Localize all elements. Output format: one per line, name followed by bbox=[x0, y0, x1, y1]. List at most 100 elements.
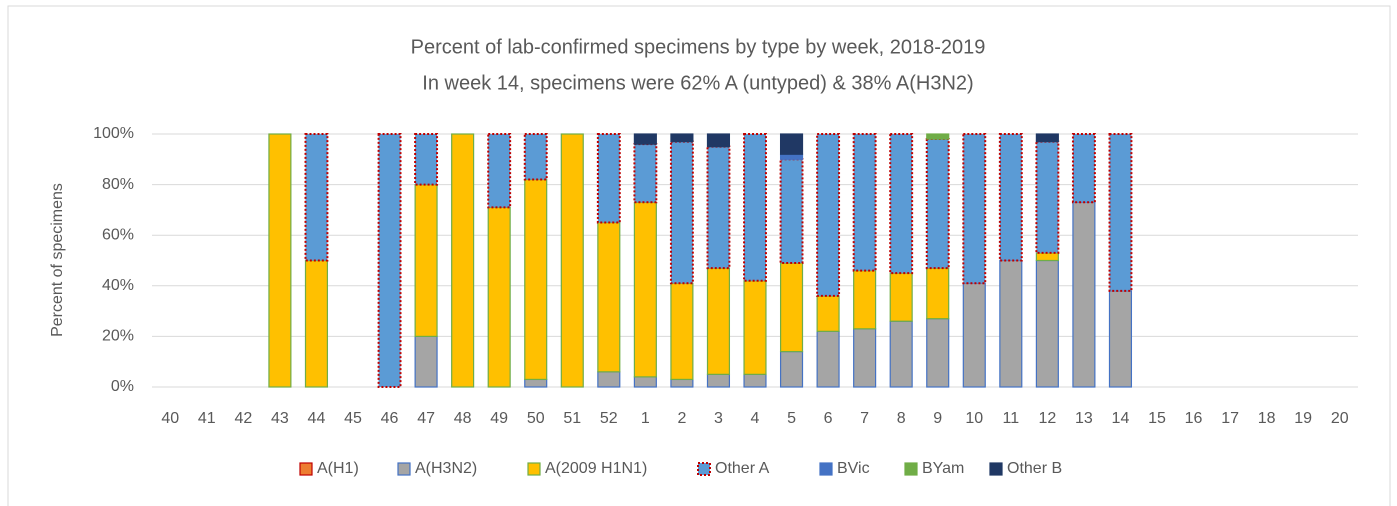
bar-segment bbox=[304, 133, 329, 262]
bar-segment bbox=[926, 133, 950, 140]
bar-segment bbox=[926, 267, 950, 320]
legend-marker bbox=[299, 462, 313, 476]
bar-segment bbox=[1035, 252, 1059, 262]
bar-segment bbox=[779, 158, 804, 265]
x-tick-label: 44 bbox=[308, 410, 326, 427]
x-tick-label: 3 bbox=[714, 410, 723, 427]
x-tick-label: 47 bbox=[417, 410, 435, 427]
bar-segment bbox=[853, 270, 877, 330]
x-tick-label: 40 bbox=[161, 410, 179, 427]
bar-segment bbox=[706, 145, 731, 270]
x-tick-label: 46 bbox=[381, 410, 399, 427]
bar-segment bbox=[633, 201, 657, 378]
bar-segment bbox=[816, 330, 840, 388]
x-tick-label: 43 bbox=[271, 410, 289, 427]
chart-subtitle: In week 14, specimens were 62% A (untype… bbox=[422, 72, 973, 94]
y-tick-label: 0% bbox=[111, 378, 134, 395]
bar-segment bbox=[925, 138, 950, 270]
x-tick-label: 45 bbox=[344, 410, 362, 427]
legend-label: Other B bbox=[1007, 460, 1062, 477]
x-tick-label: 10 bbox=[965, 410, 983, 427]
bar-segment bbox=[596, 133, 621, 224]
chart-frame bbox=[7, 5, 1391, 506]
bar-segment bbox=[1072, 201, 1096, 388]
bar-segment bbox=[816, 133, 841, 297]
bar-segment bbox=[670, 282, 694, 381]
bar-segment bbox=[743, 373, 767, 388]
x-tick-label: 52 bbox=[600, 410, 618, 427]
bar-segment bbox=[962, 282, 986, 388]
x-tick-label: 4 bbox=[751, 410, 760, 427]
bar-segment bbox=[743, 133, 767, 282]
bar-segment bbox=[669, 140, 694, 285]
x-tick-label: 19 bbox=[1294, 410, 1312, 427]
bar-segment bbox=[1071, 133, 1096, 204]
bar-segment bbox=[926, 318, 950, 388]
x-tick-label: 14 bbox=[1112, 410, 1130, 427]
legend-marker bbox=[697, 462, 711, 476]
bar-segment bbox=[670, 133, 694, 143]
bar-segment bbox=[1035, 140, 1060, 254]
bar-segment bbox=[706, 133, 731, 148]
y-tick-label: 20% bbox=[102, 328, 134, 345]
x-tick-label: 42 bbox=[234, 410, 252, 427]
bar-segment bbox=[706, 373, 731, 388]
chart-title: Percent of lab-confirmed specimens by ty… bbox=[411, 36, 986, 58]
x-tick-label: 50 bbox=[527, 410, 545, 427]
legend-label: A(H1) bbox=[317, 460, 359, 477]
bar-segment bbox=[889, 133, 914, 275]
x-tick-label: 18 bbox=[1258, 410, 1276, 427]
x-tick-label: 16 bbox=[1185, 410, 1203, 427]
bar-segment bbox=[670, 378, 694, 388]
bar-segment bbox=[816, 295, 840, 332]
legend-marker bbox=[819, 462, 833, 476]
y-tick-label: 80% bbox=[102, 176, 134, 193]
bar-segment bbox=[889, 272, 913, 322]
legend-marker bbox=[527, 462, 541, 476]
y-axis-label: Percent of specimens bbox=[49, 183, 66, 337]
x-tick-label: 1 bbox=[641, 410, 650, 427]
bar-segment bbox=[779, 350, 804, 388]
bar-segment bbox=[633, 133, 657, 145]
bar-segment bbox=[779, 153, 804, 160]
legend-label: A(2009 H1N1) bbox=[545, 460, 647, 477]
bar-segment bbox=[414, 184, 438, 338]
bar-segment bbox=[1035, 259, 1059, 388]
x-tick-label: 7 bbox=[860, 410, 869, 427]
bar-segment bbox=[560, 133, 584, 388]
bar-segment bbox=[999, 259, 1023, 388]
x-tick-label: 13 bbox=[1075, 410, 1093, 427]
bar-segment bbox=[852, 133, 877, 272]
bar-segment bbox=[597, 221, 621, 373]
legend-label: Other A bbox=[715, 460, 770, 477]
legend-marker bbox=[397, 462, 411, 476]
bar-segment bbox=[633, 143, 658, 204]
y-tick-label: 100% bbox=[93, 125, 134, 142]
x-tick-label: 11 bbox=[1003, 410, 1020, 427]
bar-segment bbox=[1108, 133, 1133, 292]
legend-marker bbox=[989, 462, 1003, 476]
bar-segment bbox=[451, 133, 475, 388]
x-tick-label: 5 bbox=[787, 410, 796, 427]
bar-segment bbox=[889, 320, 913, 388]
x-tick-label: 2 bbox=[677, 410, 686, 427]
x-tick-label: 6 bbox=[824, 410, 833, 427]
bar-segment bbox=[706, 267, 731, 375]
x-tick-label: 41 bbox=[198, 410, 216, 427]
bar-segment bbox=[487, 206, 511, 388]
bar-segment bbox=[743, 280, 767, 375]
x-tick-label: 12 bbox=[1038, 410, 1056, 427]
x-tick-label: 20 bbox=[1331, 410, 1349, 427]
bar-segment bbox=[962, 133, 987, 285]
bar-segment bbox=[268, 133, 292, 388]
x-tick-label: 51 bbox=[563, 410, 581, 427]
legend-marker bbox=[904, 462, 918, 476]
x-tick-label: 15 bbox=[1148, 410, 1166, 427]
bar-segment bbox=[779, 133, 804, 155]
x-tick-label: 49 bbox=[490, 410, 508, 427]
bar-segment bbox=[487, 133, 512, 209]
x-tick-label: 48 bbox=[454, 410, 472, 427]
y-tick-label: 60% bbox=[102, 226, 134, 243]
bar-segment bbox=[304, 259, 329, 388]
x-tick-label: 8 bbox=[897, 410, 906, 427]
